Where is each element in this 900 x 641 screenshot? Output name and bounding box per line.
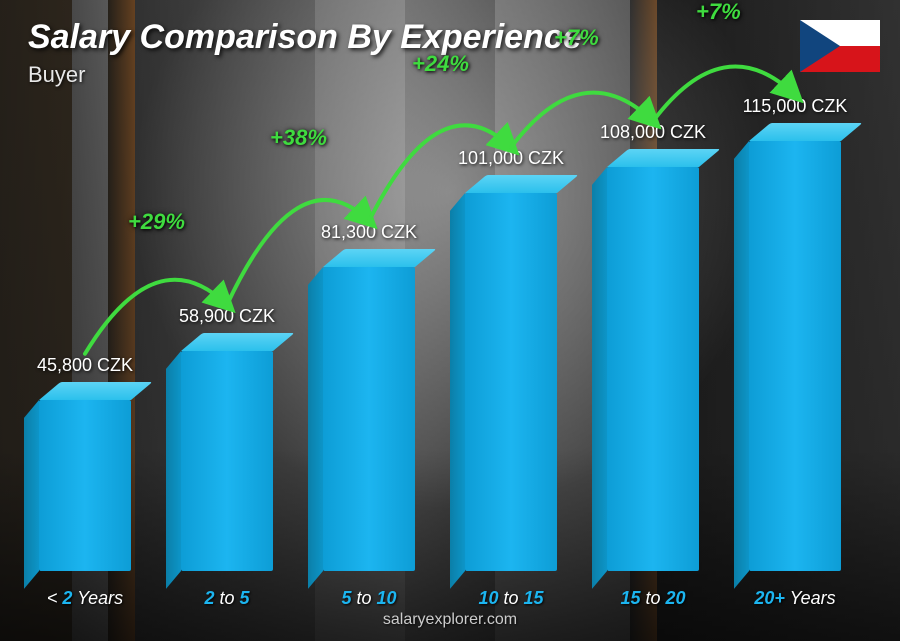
bar-chart: 45,800 CZK< 2 Years58,900 CZK2 to 581,30… bbox=[30, 111, 850, 571]
bar-category-label: 10 to 15 bbox=[441, 588, 581, 609]
bar-category-label: < 2 Years bbox=[15, 588, 155, 609]
chart-title: Salary Comparison By Experience bbox=[28, 18, 582, 57]
delta-arc bbox=[653, 66, 795, 121]
delta-label: +7% bbox=[696, 0, 741, 25]
footer-attribution: salaryexplorer.com bbox=[0, 611, 900, 629]
delta-label: +7% bbox=[554, 25, 599, 51]
chart-container: Salary Comparison By Experience Buyer Av… bbox=[0, 0, 900, 641]
delta-arc bbox=[369, 125, 511, 221]
bar-category-label: 5 to 10 bbox=[299, 588, 439, 609]
delta-arc bbox=[511, 93, 653, 148]
flag-icon bbox=[800, 20, 880, 72]
delta-arcs bbox=[30, 71, 850, 591]
bar-category-label: 2 to 5 bbox=[157, 588, 297, 609]
delta-arc bbox=[85, 280, 227, 354]
bar-category-label: 20+ Years bbox=[725, 588, 865, 609]
delta-arc bbox=[227, 200, 369, 305]
bar-category-label: 15 to 20 bbox=[583, 588, 723, 609]
